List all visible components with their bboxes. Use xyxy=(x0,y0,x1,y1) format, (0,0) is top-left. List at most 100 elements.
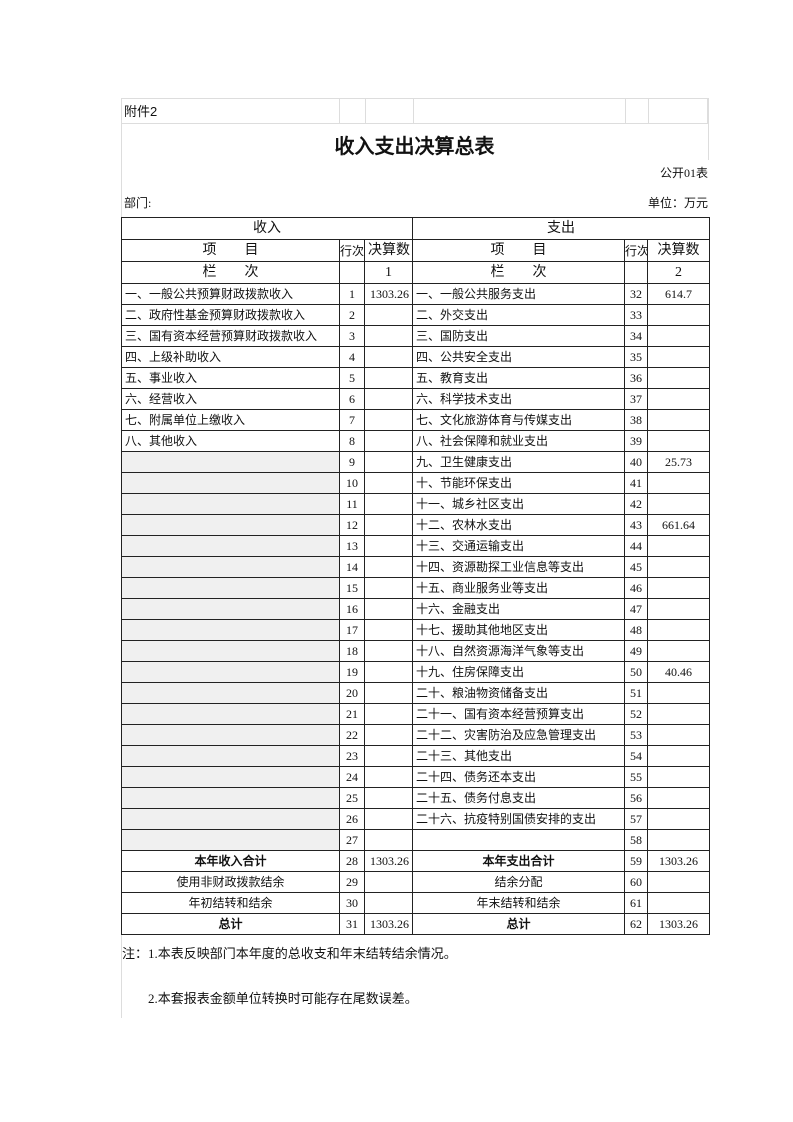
expense-row-no: 41 xyxy=(624,472,649,494)
income-item: 三、国有资本经营预算财政拨款收入 xyxy=(121,325,340,347)
income-amount xyxy=(363,829,414,851)
expense-amount xyxy=(647,703,711,725)
amount-header: 决算数 xyxy=(647,239,711,262)
income-item: 八、其他收入 xyxy=(121,430,340,452)
table-row: 四、上级补助收入 4 四、公共安全支出 35 xyxy=(121,346,711,368)
table-row: 五、事业收入 5 五、教育支出 36 xyxy=(121,367,711,389)
summary-row: 总计 31 1303.26 总计 62 1303.26 xyxy=(121,913,711,935)
income-amount xyxy=(363,514,414,536)
income-amount xyxy=(363,619,414,641)
header-grid-row xyxy=(121,98,708,124)
expense-row-no: 36 xyxy=(624,367,649,389)
expense-item: 十、节能环保支出 xyxy=(412,472,626,494)
income-amount xyxy=(363,325,414,347)
income-item xyxy=(121,556,340,578)
income-row-no: 21 xyxy=(339,703,365,725)
income-row-no: 22 xyxy=(339,724,365,746)
expense-row-no: 38 xyxy=(624,409,649,431)
income-row-no: 30 xyxy=(339,892,365,914)
income-row-no: 23 xyxy=(339,745,365,767)
table-row: 八、其他收入 8 八、社会保障和就业支出 39 xyxy=(121,430,711,452)
expense-amount: 1303.26 xyxy=(647,850,711,872)
income-amount: 1303.26 xyxy=(363,850,414,872)
expense-row-no: 32 xyxy=(624,283,649,305)
income-amount xyxy=(363,703,414,725)
expense-item: 十四、资源勘探工业信息等支出 xyxy=(412,556,626,578)
income-item xyxy=(121,682,340,704)
item-header: 项 目 xyxy=(121,239,340,262)
income-item xyxy=(121,493,340,515)
income-item xyxy=(121,745,340,767)
income-amount xyxy=(363,493,414,515)
income-item xyxy=(121,514,340,536)
income-item xyxy=(121,535,340,557)
expense-item: 六、科学技术支出 xyxy=(412,388,626,410)
column-index: 2 xyxy=(647,261,711,284)
income-row-no: 7 xyxy=(339,409,365,431)
income-item: 七、附属单位上缴收入 xyxy=(121,409,340,431)
income-amount: 1303.26 xyxy=(363,913,414,935)
table-row: 23 二十三、其他支出 54 xyxy=(121,745,711,767)
expense-row-no: 59 xyxy=(624,850,649,872)
column-header-row: 项 目 行次 决算数 项 目 行次 决算数 xyxy=(121,239,711,262)
expense-item: 二十二、灾害防治及应急管理支出 xyxy=(412,724,626,746)
expense-row-no: 34 xyxy=(624,325,649,347)
income-amount xyxy=(363,409,414,431)
expense-amount xyxy=(647,619,711,641)
expense-item: 二十四、债务还本支出 xyxy=(412,766,626,788)
expense-amount xyxy=(647,829,711,851)
expense-row-no: 62 xyxy=(624,913,649,935)
income-amount xyxy=(363,430,414,452)
income-row-no: 17 xyxy=(339,619,365,641)
income-row-no: 25 xyxy=(339,787,365,809)
income-amount xyxy=(363,745,414,767)
income-row-no: 2 xyxy=(339,304,365,326)
income-amount xyxy=(363,766,414,788)
expense-row-no: 44 xyxy=(624,535,649,557)
expense-row-no: 55 xyxy=(624,766,649,788)
expense-item: 十五、商业服务业等支出 xyxy=(412,577,626,599)
expense-item: 十七、援助其他地区支出 xyxy=(412,619,626,641)
expense-row-no: 58 xyxy=(624,829,649,851)
expense-item: 十二、农林水支出 xyxy=(412,514,626,536)
income-item xyxy=(121,451,340,473)
income-item: 四、上级补助收入 xyxy=(121,346,340,368)
income-amount xyxy=(363,535,414,557)
income-row-no: 20 xyxy=(339,682,365,704)
expense-item: 二十一、国有资本经营预算支出 xyxy=(412,703,626,725)
summary-row: 使用非财政拨款结余 29 结余分配 60 xyxy=(121,871,711,893)
expense-item: 二十五、债务付息支出 xyxy=(412,787,626,809)
income-amount xyxy=(363,388,414,410)
expense-row-no: 48 xyxy=(624,619,649,641)
expense-amount xyxy=(647,766,711,788)
income-row-no: 16 xyxy=(339,598,365,620)
expense-summary-label: 结余分配 xyxy=(412,871,626,893)
empty-cell xyxy=(624,261,649,284)
table-row: 16 十六、金融支出 47 xyxy=(121,598,711,620)
income-item xyxy=(121,598,340,620)
expense-item: 十三、交通运输支出 xyxy=(412,535,626,557)
expense-row-no: 54 xyxy=(624,745,649,767)
income-row-no: 10 xyxy=(339,472,365,494)
expense-amount xyxy=(647,892,711,914)
expense-item: 七、文化旅游体育与传媒支出 xyxy=(412,409,626,431)
expense-amount xyxy=(647,724,711,746)
income-amount xyxy=(363,808,414,830)
expense-summary-label: 总计 xyxy=(412,913,626,935)
income-row-no: 12 xyxy=(339,514,365,536)
expense-amount xyxy=(647,535,711,557)
expense-item: 十九、住房保障支出 xyxy=(412,661,626,683)
income-row-no: 14 xyxy=(339,556,365,578)
table-row: 19 十九、住房保障支出 50 40.46 xyxy=(121,661,711,683)
column-label: 栏 次 xyxy=(412,261,626,284)
row-no-header: 行次 xyxy=(339,239,365,262)
table-row: 11 十一、城乡社区支出 42 xyxy=(121,493,711,515)
table-code: 公开01表 xyxy=(659,166,708,180)
summary-row: 本年收入合计 28 1303.26 本年支出合计 59 1303.26 xyxy=(121,850,711,872)
expense-row-no: 57 xyxy=(624,808,649,830)
summary-row: 年初结转和结余 30 年末结转和结余 61 xyxy=(121,892,711,914)
expense-row-no: 40 xyxy=(624,451,649,473)
table-row: 17 十七、援助其他地区支出 48 xyxy=(121,619,711,641)
expense-amount: 1303.26 xyxy=(647,913,711,935)
